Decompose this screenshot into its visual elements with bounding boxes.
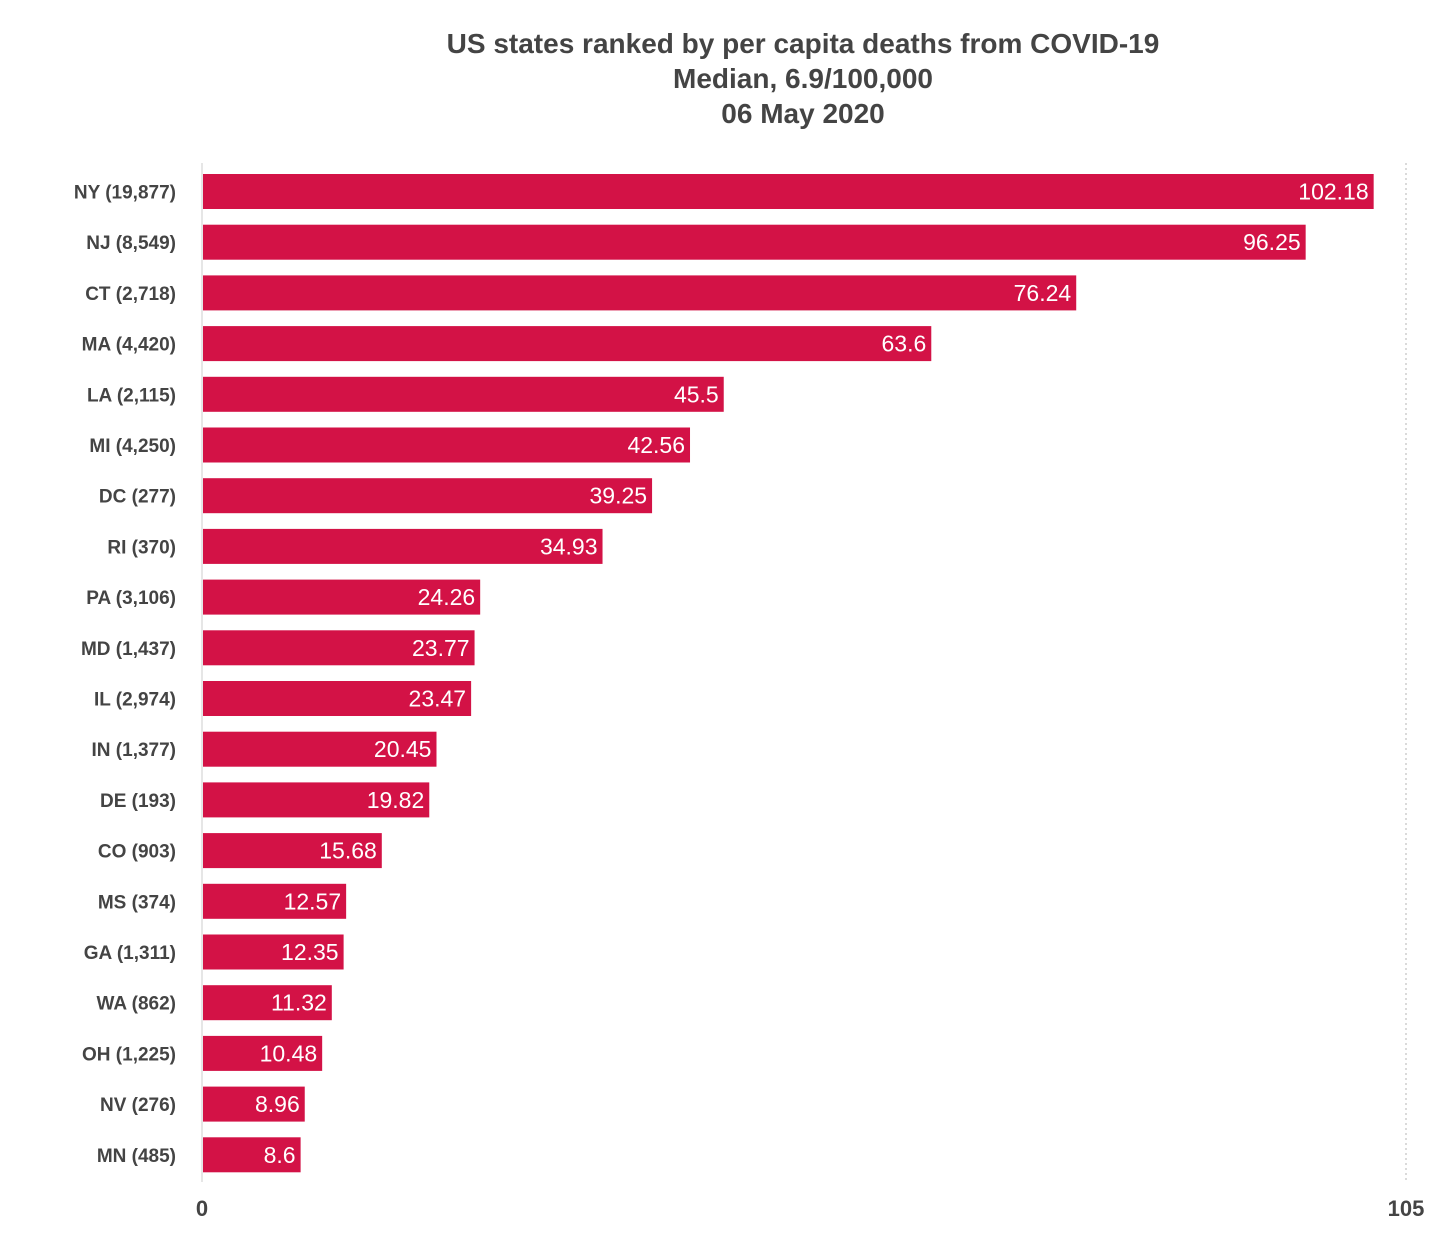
bar-value-label: 12.57 bbox=[284, 888, 342, 914]
bar-value-label: 23.47 bbox=[409, 686, 467, 712]
bar-value-label: 42.56 bbox=[627, 432, 685, 458]
bar bbox=[203, 478, 653, 514]
bar-value-label: 102.18 bbox=[1298, 179, 1368, 205]
category-label: MS (374) bbox=[98, 892, 176, 913]
bar bbox=[203, 833, 382, 869]
chart-subtitle: Median, 6.9/100,000 bbox=[673, 63, 933, 94]
chart-date: 06 May 2020 bbox=[721, 98, 885, 129]
bar bbox=[203, 934, 344, 970]
chart-title-block: US states ranked by per capita deaths fr… bbox=[200, 26, 1406, 131]
bar bbox=[203, 630, 475, 666]
bar-value-label: 96.25 bbox=[1243, 229, 1301, 255]
bar-value-label: 10.48 bbox=[260, 1040, 318, 1066]
bar bbox=[203, 681, 472, 716]
category-label: GA (1,311) bbox=[84, 943, 176, 964]
bar bbox=[203, 782, 430, 818]
bar-value-label: 63.6 bbox=[882, 331, 927, 357]
bar-value-label: 15.68 bbox=[319, 838, 377, 864]
category-label: NY (19,877) bbox=[74, 183, 176, 204]
category-label: MA (4,420) bbox=[82, 335, 176, 356]
bar bbox=[203, 731, 437, 767]
bar-value-label: 11.32 bbox=[271, 990, 327, 1016]
category-label: MI (4,250) bbox=[89, 436, 176, 457]
bar bbox=[203, 275, 1077, 311]
bar bbox=[203, 427, 691, 463]
bar-value-label: 76.24 bbox=[1014, 280, 1072, 306]
category-label: MN (485) bbox=[97, 1146, 176, 1167]
bar-value-label: 19.82 bbox=[367, 787, 425, 813]
x-tick-label: 105 bbox=[1388, 1196, 1425, 1221]
category-label: IL (2,974) bbox=[94, 690, 176, 711]
category-label: NV (276) bbox=[100, 1095, 176, 1116]
bar-value-label: 34.93 bbox=[540, 533, 598, 559]
category-label: CO (903) bbox=[98, 842, 176, 863]
bar-value-label: 23.77 bbox=[412, 635, 470, 661]
bar-value-label: 8.6 bbox=[264, 1142, 296, 1168]
bar-value-label: 39.25 bbox=[590, 483, 648, 509]
bar bbox=[203, 1137, 301, 1173]
bar-value-label: 12.35 bbox=[281, 939, 339, 965]
bar bbox=[203, 174, 1374, 209]
category-label: IN (1,377) bbox=[92, 740, 176, 761]
category-label: MD (1,437) bbox=[81, 639, 176, 660]
bar bbox=[203, 1035, 323, 1071]
bar bbox=[203, 326, 932, 362]
category-label: DE (193) bbox=[100, 791, 176, 812]
bar bbox=[203, 1086, 305, 1122]
category-label: RI (370) bbox=[107, 537, 176, 558]
category-label: NJ (8,549) bbox=[86, 233, 176, 254]
category-label: CT (2,718) bbox=[85, 284, 176, 305]
category-label: DC (277) bbox=[99, 487, 176, 508]
category-label: PA (3,106) bbox=[86, 588, 176, 609]
bar bbox=[203, 579, 481, 615]
bar bbox=[203, 376, 724, 412]
bar bbox=[203, 528, 603, 564]
bar bbox=[203, 985, 332, 1021]
bar-value-label: 8.96 bbox=[255, 1091, 300, 1117]
bar bbox=[203, 883, 347, 919]
chart-title: US states ranked by per capita deaths fr… bbox=[446, 28, 1160, 59]
category-label: WA (862) bbox=[96, 994, 176, 1015]
bar-value-label: 45.5 bbox=[674, 381, 719, 407]
bar bbox=[203, 224, 1306, 260]
bar-value-label: 24.26 bbox=[418, 584, 476, 610]
category-label: LA (2,115) bbox=[87, 385, 176, 406]
x-tick-label: 0 bbox=[196, 1196, 208, 1221]
category-label: OH (1,225) bbox=[82, 1044, 176, 1065]
bar-value-label: 20.45 bbox=[374, 736, 432, 762]
